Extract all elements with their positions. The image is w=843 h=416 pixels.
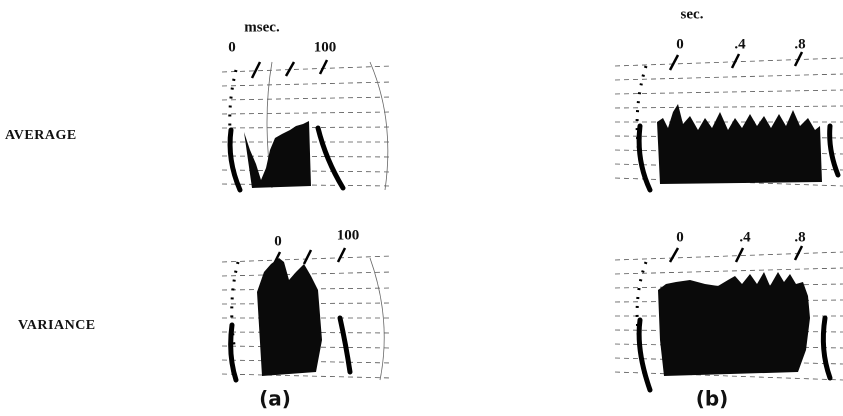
- time-tick: 100: [314, 39, 337, 55]
- time-tick: .8: [794, 229, 805, 245]
- row-label: VARIANCE: [18, 318, 96, 333]
- time-tick: 0: [676, 36, 684, 52]
- time-tick: 0: [274, 233, 282, 249]
- time-tick: 100: [337, 227, 360, 243]
- trace-a-variance: [221, 247, 393, 383]
- time-tick: .4: [734, 36, 746, 52]
- time-tick: 0: [676, 229, 684, 245]
- unit-label: sec.: [681, 6, 704, 22]
- panel-label: (a): [259, 387, 291, 411]
- time-tick: 0: [228, 39, 236, 55]
- time-tick: .4: [739, 229, 751, 245]
- unit-label: msec.: [244, 19, 280, 35]
- row-label: AVERAGE: [5, 128, 77, 143]
- time-tick: .8: [794, 36, 805, 52]
- trace-b-average: [614, 51, 843, 193]
- trace-b-variance: [614, 245, 843, 393]
- panel-label: (b): [696, 387, 729, 411]
- trace-a-average: [221, 59, 393, 193]
